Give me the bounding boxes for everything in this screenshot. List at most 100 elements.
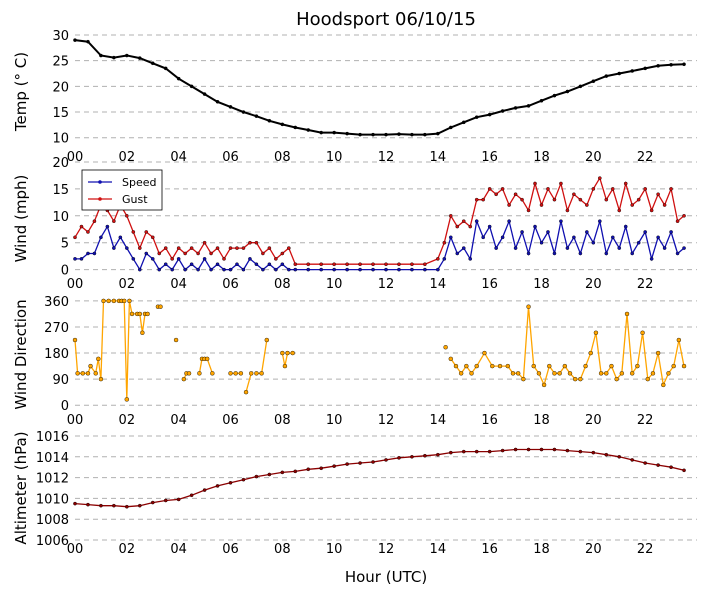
y-tick-label: 25 — [52, 55, 69, 70]
x-tick-label: 16 — [481, 150, 498, 165]
data-point — [397, 456, 401, 460]
x-tick-label: 10 — [326, 150, 343, 165]
y-tick-label: 0 — [61, 264, 69, 279]
data-point — [588, 350, 593, 356]
data-point — [461, 120, 466, 125]
data-point — [565, 89, 570, 94]
data-point — [617, 454, 622, 459]
data-point — [163, 66, 168, 71]
data-point — [196, 251, 200, 256]
data-point — [640, 330, 645, 335]
data-point — [287, 267, 291, 272]
data-point — [176, 76, 181, 81]
data-point — [319, 262, 324, 267]
x-tick-label: 20 — [585, 277, 602, 292]
data-point — [137, 56, 142, 60]
data-point — [157, 267, 162, 272]
data-point — [332, 262, 336, 267]
series-line-wind-direction — [256, 339, 268, 374]
data-point — [384, 267, 388, 272]
data-point — [482, 350, 487, 356]
data-point — [125, 504, 129, 509]
data-point — [235, 246, 239, 250]
data-point — [604, 452, 609, 457]
data-point — [559, 219, 563, 223]
data-point — [183, 251, 187, 256]
data-point — [235, 262, 239, 267]
data-point — [397, 262, 401, 267]
data-point — [238, 371, 244, 376]
data-point — [261, 251, 265, 256]
data-point — [458, 371, 464, 376]
legend-label: Gust — [122, 193, 148, 206]
x-tick-label: 08 — [274, 542, 291, 557]
data-point — [578, 197, 583, 202]
data-point — [176, 497, 181, 502]
data-point — [448, 235, 453, 240]
data-point — [173, 337, 179, 343]
data-point — [163, 262, 168, 267]
data-point — [228, 267, 233, 272]
data-point — [507, 219, 511, 223]
data-point — [474, 363, 479, 369]
data-point — [209, 267, 213, 272]
data-point — [215, 246, 220, 250]
data-point — [591, 450, 596, 455]
data-point — [500, 187, 505, 191]
data-point — [591, 187, 596, 191]
data-point — [676, 337, 682, 343]
data-point — [436, 257, 440, 261]
data-point — [73, 501, 77, 506]
data-point — [306, 467, 311, 472]
data-point — [655, 350, 661, 356]
data-point — [436, 267, 440, 272]
x-tick-label: 06 — [222, 413, 239, 428]
data-point — [500, 109, 505, 113]
panel-wind-direction: 0 90 180 270 360 00 02 04 06 08 10 12 14 16 18 20 22 Wind… — [12, 295, 697, 428]
y-axis-label: Altimeter (hPa) — [12, 431, 30, 544]
data-point — [513, 106, 518, 110]
data-point — [552, 447, 557, 452]
data-point — [598, 176, 602, 180]
x-tick-label: 14 — [430, 150, 447, 165]
data-point — [675, 219, 680, 223]
data-point — [604, 251, 609, 256]
x-tick-label: 06 — [222, 542, 239, 557]
data-point — [539, 98, 544, 103]
data-point — [649, 208, 654, 213]
data-point — [332, 130, 336, 135]
data-point — [448, 356, 453, 362]
data-point — [85, 371, 91, 376]
data-point — [604, 74, 609, 78]
data-point — [384, 262, 388, 267]
data-point — [144, 251, 149, 256]
data-point — [96, 356, 101, 362]
x-tick-label: 00 — [67, 277, 84, 292]
data-point — [572, 235, 576, 240]
x-tick-label: 04 — [170, 150, 187, 165]
data-point — [261, 267, 265, 272]
data-point — [197, 371, 202, 376]
y-tick-label: 15 — [52, 183, 69, 198]
data-point — [423, 267, 427, 272]
x-tick-label: 22 — [637, 277, 654, 292]
data-point — [423, 132, 427, 137]
data-point — [358, 132, 362, 137]
data-point — [487, 449, 492, 454]
data-point — [358, 461, 362, 465]
data-point — [228, 480, 233, 485]
data-point — [448, 450, 453, 455]
data-point — [86, 230, 90, 234]
data-point — [474, 449, 479, 454]
data-point — [181, 376, 187, 382]
x-tick-label: 22 — [637, 413, 654, 428]
data-point — [189, 246, 194, 250]
data-point — [669, 230, 673, 234]
data-point — [202, 92, 207, 96]
data-point — [264, 337, 269, 343]
data-point — [521, 376, 526, 382]
x-axis-label: Hour (UTC) — [345, 568, 427, 586]
data-point — [189, 262, 194, 267]
data-point — [125, 53, 129, 58]
data-point — [617, 71, 622, 76]
